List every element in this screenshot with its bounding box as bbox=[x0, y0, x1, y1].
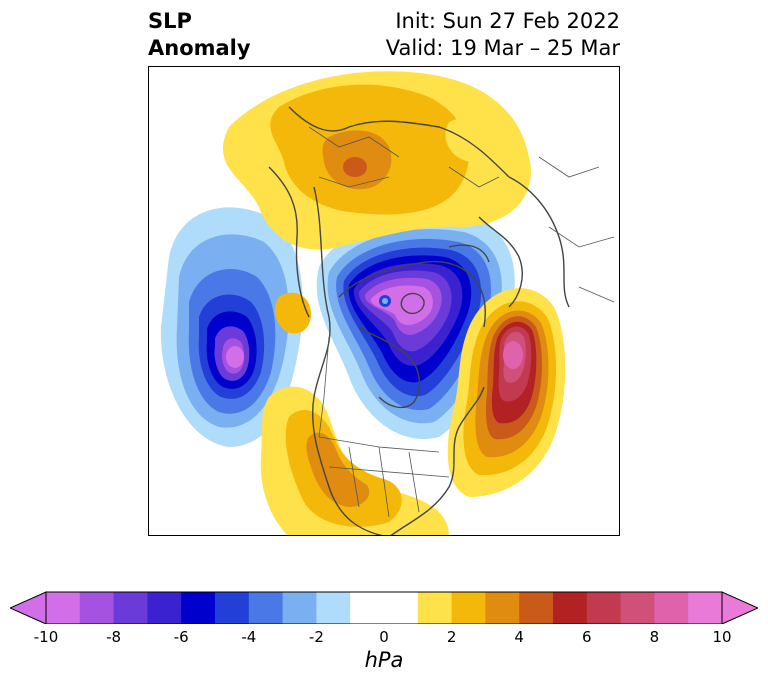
colorbar-segment bbox=[485, 592, 520, 624]
pacific-low-anomaly bbox=[160, 207, 303, 447]
colorbar-extend-high bbox=[721, 591, 758, 624]
coastlines bbox=[268, 106, 570, 535]
colorbar-segment bbox=[654, 592, 689, 624]
colorbar-segment bbox=[316, 592, 351, 624]
colorbar-segment bbox=[350, 592, 385, 624]
colorbar-tick-label: 0 bbox=[379, 628, 389, 646]
colorbar-segment bbox=[620, 592, 655, 624]
colorbar-segment bbox=[79, 592, 115, 624]
colorbar bbox=[10, 591, 758, 624]
colorbar-segment bbox=[586, 592, 622, 624]
title-line-1: SLP bbox=[148, 9, 192, 33]
colorbar-tick-label: -4 bbox=[241, 628, 257, 646]
colorbar-extend-low bbox=[10, 591, 47, 624]
colorbar-segment bbox=[519, 592, 554, 624]
colorbar-segment bbox=[553, 592, 588, 624]
colorbar-segment bbox=[113, 592, 148, 624]
title-line-2: Anomaly bbox=[148, 36, 251, 60]
colorbar-tick-label: -6 bbox=[173, 628, 189, 646]
colorbar-segment bbox=[384, 592, 419, 624]
colorbar-segment bbox=[215, 592, 250, 624]
colorbar-tick-label: -8 bbox=[106, 628, 122, 646]
colorbar-tick-label: 4 bbox=[514, 628, 524, 646]
colorbar-tick-label: 10 bbox=[712, 628, 732, 646]
valid-range: Valid: 19 Mar – 25 Mar bbox=[385, 36, 620, 60]
init-date: Init: Sun 27 Feb 2022 bbox=[395, 9, 620, 33]
anomaly-map bbox=[160, 71, 615, 535]
map-title: SLP Anomaly bbox=[148, 8, 251, 62]
colorbar-segment bbox=[417, 592, 453, 624]
date-info: Init: Sun 27 Feb 2022 Valid: 19 Mar – 25… bbox=[386, 8, 620, 62]
borders bbox=[308, 126, 615, 518]
colorbar-tick-label: 8 bbox=[649, 628, 660, 646]
colorbar-segment bbox=[451, 592, 486, 624]
colorbar-segment bbox=[147, 592, 182, 624]
colorbar-segment bbox=[282, 592, 317, 624]
colorbar-segment bbox=[248, 592, 284, 624]
colorbar-segment bbox=[181, 592, 216, 624]
map-panel bbox=[148, 66, 620, 536]
colorbar-tick-label: 2 bbox=[446, 628, 457, 646]
colorbar-tick-label: 6 bbox=[582, 628, 592, 646]
eurasia-high-anomaly bbox=[222, 71, 531, 250]
atlantic-high-anomaly bbox=[447, 288, 566, 497]
colorbar-tick-label: -10 bbox=[33, 628, 59, 646]
colorbar-units: hPa bbox=[364, 648, 404, 672]
colorbar-tick-label: -2 bbox=[308, 628, 324, 646]
colorbar-segment bbox=[46, 592, 81, 624]
colorbar-segment bbox=[688, 592, 723, 624]
colorbar-outline bbox=[45, 591, 723, 624]
